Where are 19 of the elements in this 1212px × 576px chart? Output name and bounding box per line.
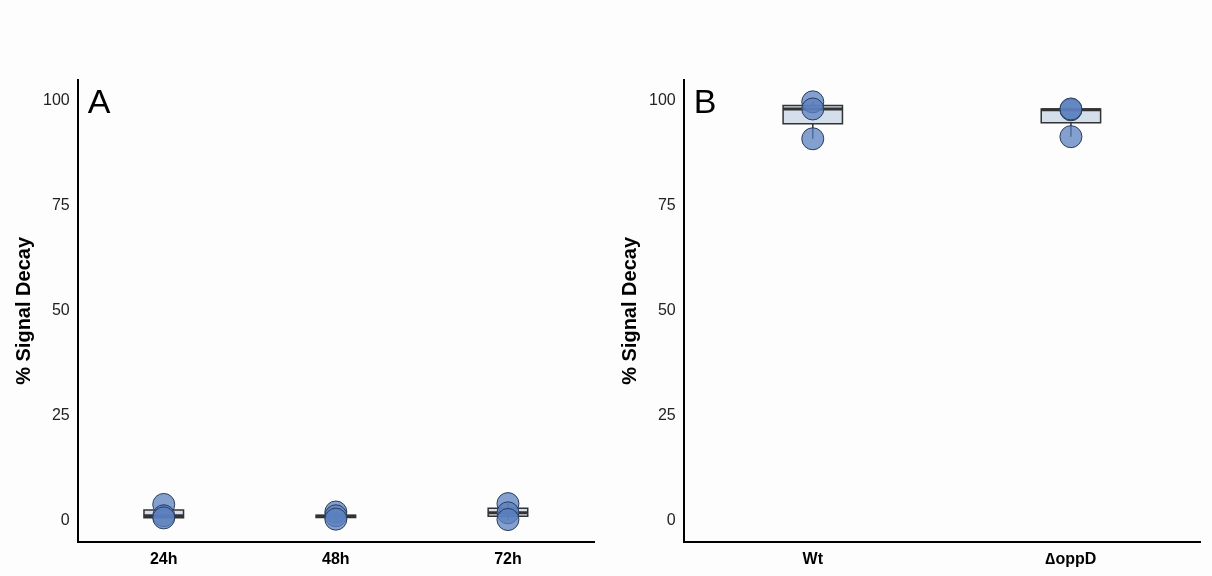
chart-title: A [87, 82, 111, 121]
chart-title: B [693, 82, 717, 121]
y-tick-label: 50 [657, 301, 676, 319]
y-tick-label: 100 [42, 91, 70, 109]
y-tick-label: 0 [60, 511, 70, 529]
y-tick-label: 25 [657, 406, 676, 424]
y-axis-title: % Signal Decay [617, 236, 640, 385]
y-tick-label: 75 [657, 196, 676, 214]
y-tick-label: 50 [51, 301, 70, 319]
y-tick-label: 75 [51, 196, 70, 214]
x-tick-label: 48h [322, 549, 350, 567]
x-tick-label: ∆oppD [1045, 549, 1097, 567]
y-tick-label: 100 [648, 91, 676, 109]
y-tick-label: 0 [666, 511, 676, 529]
x-tick-label: Wt [802, 549, 824, 567]
x-tick-label: 72h [494, 549, 522, 567]
y-axis-title: % Signal Decay [11, 236, 34, 385]
y-tick-label: 25 [51, 406, 70, 424]
x-tick-label: 24h [149, 549, 178, 567]
